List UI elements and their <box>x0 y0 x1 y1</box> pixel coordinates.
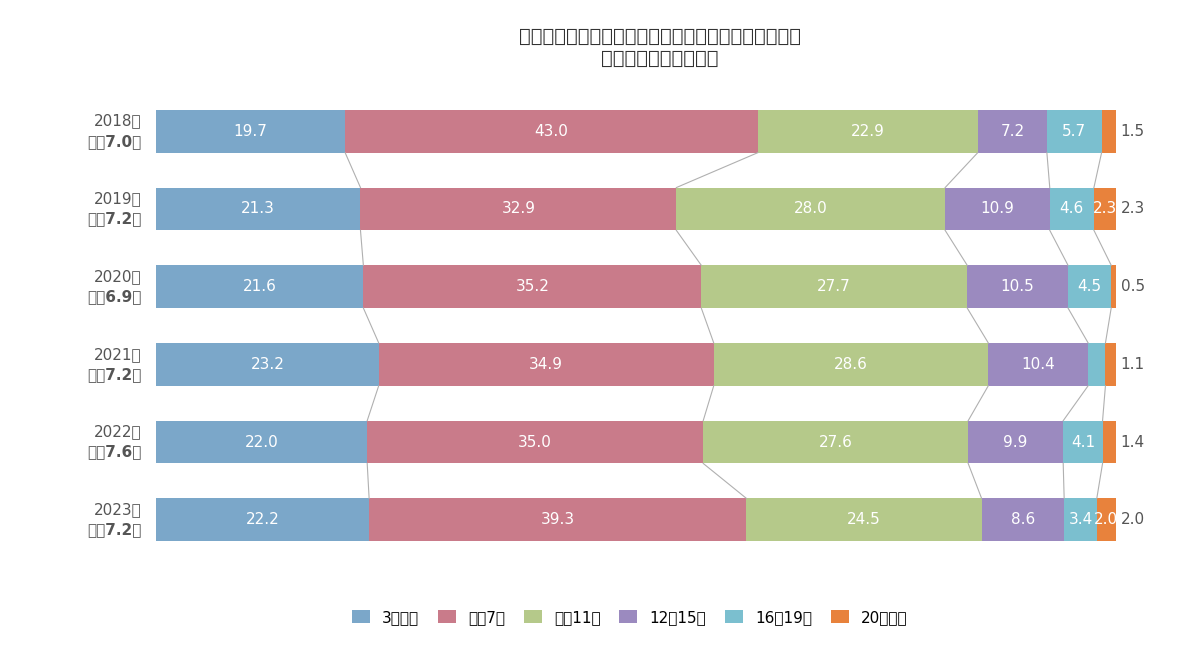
Text: 35.2: 35.2 <box>515 279 550 294</box>
Bar <box>1102 110 1116 152</box>
Text: 平均7.6分: 平均7.6分 <box>88 445 142 460</box>
Bar <box>1050 187 1094 230</box>
Bar <box>1094 187 1116 230</box>
Text: 7.2: 7.2 <box>1001 124 1025 139</box>
Text: 28.6: 28.6 <box>834 357 868 372</box>
Bar <box>978 110 1046 152</box>
Bar <box>1046 110 1102 152</box>
Bar <box>703 421 968 464</box>
Text: 2.0: 2.0 <box>1121 512 1145 527</box>
Text: 2022年: 2022年 <box>94 424 142 439</box>
Bar <box>701 265 967 308</box>
Text: 2018年: 2018年 <box>94 114 142 129</box>
Bar <box>967 265 1068 308</box>
Bar <box>156 187 360 230</box>
Text: 35.0: 35.0 <box>518 435 552 450</box>
Bar <box>364 265 701 308</box>
Text: 21.3: 21.3 <box>241 201 275 216</box>
Bar <box>946 187 1050 230</box>
Text: 3.4: 3.4 <box>1068 512 1093 527</box>
Text: 平均7.2分: 平均7.2分 <box>88 367 142 382</box>
Bar <box>982 499 1064 541</box>
Bar <box>156 499 370 541</box>
Bar <box>677 187 946 230</box>
Text: 27.6: 27.6 <box>818 435 853 450</box>
Text: 10.4: 10.4 <box>1021 357 1055 372</box>
Bar <box>746 499 982 541</box>
Text: 4.5: 4.5 <box>1078 279 1102 294</box>
Text: 2021年: 2021年 <box>94 347 142 362</box>
Text: 2.3: 2.3 <box>1093 201 1117 216</box>
Text: 19.7: 19.7 <box>234 124 268 139</box>
Text: 24.5: 24.5 <box>847 512 881 527</box>
Text: 2.3: 2.3 <box>1121 201 1145 216</box>
Text: 21.6: 21.6 <box>242 279 277 294</box>
Legend: 3分以内, ４〜7分, ８〜11分, 12〜15分, 16〜19分, 20分以上: 3分以内, ４〜7分, ８〜11分, 12〜15分, 16〜19分, 20分以上 <box>346 603 914 631</box>
Text: 0.5: 0.5 <box>1121 279 1145 294</box>
Bar <box>367 421 703 464</box>
Text: 28.0: 28.0 <box>794 201 828 216</box>
Text: 平均7.2分: 平均7.2分 <box>88 522 142 537</box>
Text: 9.9: 9.9 <box>1003 435 1028 450</box>
Bar <box>360 187 677 230</box>
Bar <box>156 343 379 385</box>
Bar <box>379 343 714 385</box>
Bar <box>989 343 1088 385</box>
Bar <box>156 421 367 464</box>
Text: 43.0: 43.0 <box>534 124 569 139</box>
Text: 23.2: 23.2 <box>251 357 284 372</box>
Text: 1.1: 1.1 <box>1121 357 1145 372</box>
Title: 首都圏　新築マンションの徒歩時間別供給シェア推移
（徒歩物件のみ集計）: 首都圏 新築マンションの徒歩時間別供給シェア推移 （徒歩物件のみ集計） <box>520 27 802 68</box>
Bar <box>714 343 989 385</box>
Text: 10.5: 10.5 <box>1001 279 1034 294</box>
Text: 2019年: 2019年 <box>94 191 142 206</box>
Text: 22.0: 22.0 <box>245 435 278 450</box>
Bar <box>156 265 364 308</box>
Text: 34.9: 34.9 <box>529 357 563 372</box>
Bar <box>1068 265 1111 308</box>
Bar <box>1105 343 1116 385</box>
Text: 平均7.2分: 平均7.2分 <box>88 212 142 227</box>
Text: 1.4: 1.4 <box>1121 435 1145 450</box>
Text: 5.7: 5.7 <box>1062 124 1086 139</box>
Text: 32.9: 32.9 <box>502 201 535 216</box>
Text: 平均7.0分: 平均7.0分 <box>88 134 142 149</box>
Text: 10.9: 10.9 <box>980 201 1014 216</box>
Bar <box>156 110 346 152</box>
Text: 2023年: 2023年 <box>94 502 142 517</box>
Text: 平均6.9分: 平均6.9分 <box>88 289 142 304</box>
Bar <box>1064 499 1097 541</box>
Text: 8.6: 8.6 <box>1010 512 1036 527</box>
Bar <box>1088 343 1105 385</box>
Bar <box>1063 421 1103 464</box>
Bar <box>968 421 1063 464</box>
Text: 2.0: 2.0 <box>1094 512 1118 527</box>
Bar <box>758 110 978 152</box>
Text: 22.9: 22.9 <box>851 124 884 139</box>
Text: 4.1: 4.1 <box>1070 435 1094 450</box>
Text: 39.3: 39.3 <box>541 512 575 527</box>
Bar <box>346 110 758 152</box>
Bar <box>370 499 746 541</box>
Bar <box>1111 265 1116 308</box>
Text: 2020年: 2020年 <box>94 269 142 284</box>
Bar <box>1097 499 1116 541</box>
Text: 27.7: 27.7 <box>817 279 851 294</box>
Text: 4.6: 4.6 <box>1060 201 1084 216</box>
Bar <box>1103 421 1116 464</box>
Text: 22.2: 22.2 <box>246 512 280 527</box>
Text: 1.5: 1.5 <box>1121 124 1145 139</box>
